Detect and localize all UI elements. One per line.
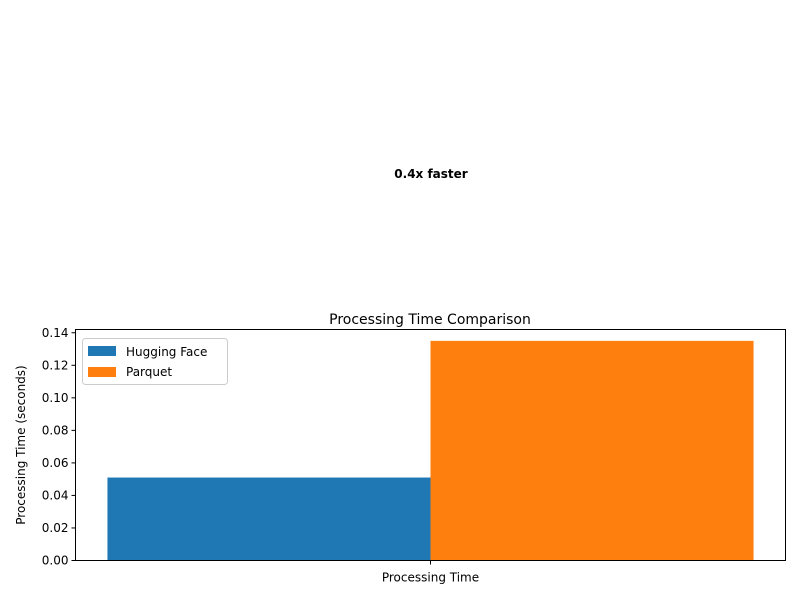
axes-frame [75,329,786,561]
legend: Hugging Face Parquet [82,338,228,385]
bar-group [107,340,754,561]
y-tick-label: 0.02 [42,521,69,535]
speedup-annotation: 0.4x faster [394,167,468,181]
y-axis-ticks: 0.00 0.02 0.04 0.06 0.08 0.10 0.12 0.14 [42,326,76,568]
x-tick-label: Processing Time [382,571,479,585]
y-tick-label: 0.10 [42,391,69,405]
legend-swatch-parquet [88,367,116,377]
y-tick-label: 0.08 [42,423,69,437]
chart-title: Processing Time Comparison [329,312,531,328]
y-tick-label: 0.14 [42,326,69,340]
legend-label-hugging-face: Hugging Face [126,345,207,359]
y-tick-label: 0.00 [42,554,69,568]
legend-frame [82,338,228,385]
y-axis-label: Processing Time (seconds) [14,365,28,525]
x-axis-ticks: Processing Time [382,560,479,585]
bar-hugging-face [107,477,431,561]
bar-parquet [430,340,754,561]
y-tick-label: 0.12 [42,358,69,372]
y-tick-label: 0.04 [42,488,69,502]
legend-label-parquet: Parquet [126,365,172,379]
legend-swatch-hugging-face [88,346,116,356]
y-tick-label: 0.06 [42,456,69,470]
plot-area: 0.00 0.02 0.04 0.06 0.08 0.10 0.12 0.14 Process… [42,326,786,585]
